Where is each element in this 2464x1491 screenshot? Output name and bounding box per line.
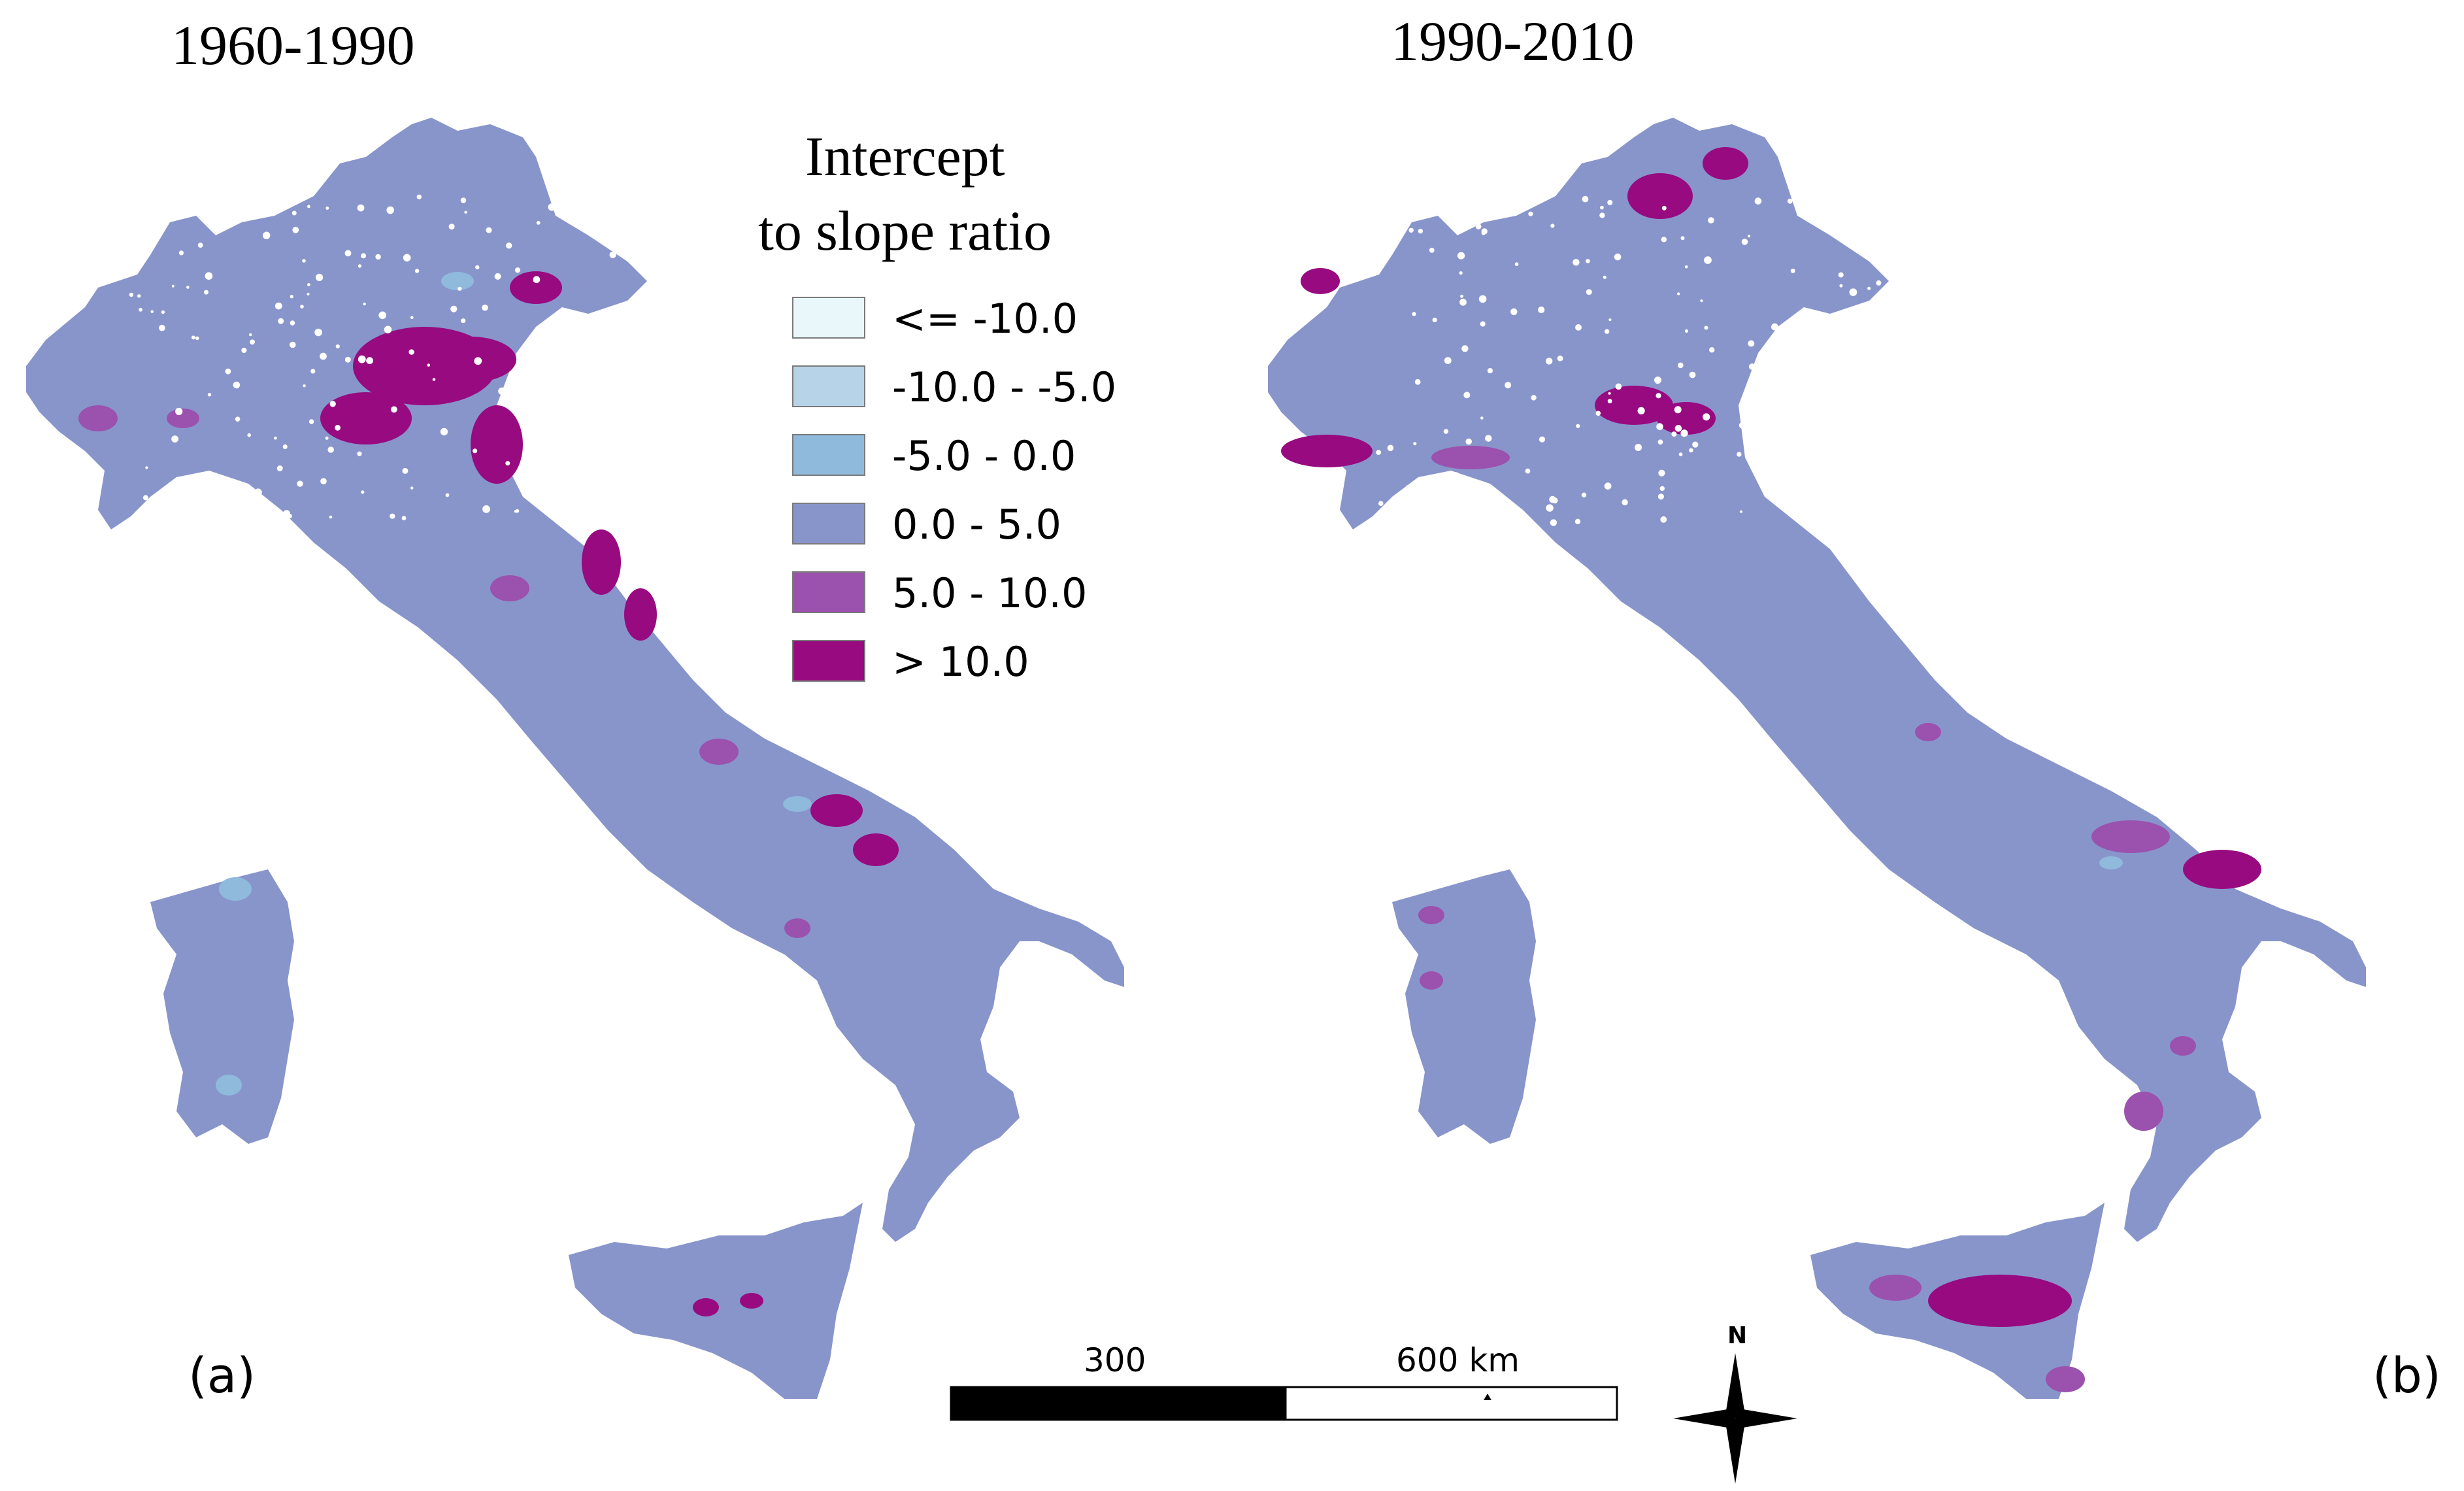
scale-bar-white-segment xyxy=(1284,1386,1618,1421)
legend-label: <= -10.0 xyxy=(892,295,1078,343)
legend-item: <= -10.0 xyxy=(792,295,1078,343)
legend-title-line1: Intercept xyxy=(805,125,1005,188)
scale-bar: 300 600 km xyxy=(950,1341,1618,1421)
legend-swatch xyxy=(792,571,865,613)
legend-label: 0.0 - 5.0 xyxy=(892,501,1061,548)
legend-item: 0.0 - 5.0 xyxy=(792,501,1061,548)
hotspots-b xyxy=(1281,147,2261,1392)
legend-swatch xyxy=(792,503,865,544)
sardinia-b xyxy=(1392,869,1536,1144)
legend-swatch xyxy=(792,640,865,682)
scale-bar-mid-label: 300 xyxy=(1084,1341,1146,1379)
legend-label: -10.0 - -5.0 xyxy=(892,363,1116,411)
sardinia-a xyxy=(150,869,294,1144)
map-panel-1990-2010 xyxy=(1268,118,2366,1399)
legend-label: -5.0 - 0.0 xyxy=(892,432,1076,480)
panel-tag-b: (b) xyxy=(2372,1348,2441,1404)
sicily-a xyxy=(569,1203,863,1399)
legend-label: > 10.0 xyxy=(892,638,1029,686)
legend-swatch xyxy=(792,365,865,407)
legend-item: -10.0 - -5.0 xyxy=(792,363,1116,411)
north-arrow-icon: N xyxy=(1673,1322,1797,1484)
hotspots-a xyxy=(78,271,899,1316)
period-title-b: 1990-2010 xyxy=(1391,10,1635,73)
missing-data-specks xyxy=(1376,195,1957,526)
legend: Intercept to slope ratio <= -10.0 -10.0 -… xyxy=(758,125,1116,686)
map-panel-1960-1990 xyxy=(26,118,1124,1399)
panel-tag-a: (a) xyxy=(188,1348,256,1404)
legend-label: 5.0 - 10.0 xyxy=(892,569,1087,617)
missing-data-specks xyxy=(129,194,710,525)
legend-swatch xyxy=(792,297,865,339)
period-title-a: 1960-1990 xyxy=(171,14,415,76)
scale-bar-end-label: 600 km xyxy=(1396,1341,1520,1379)
legend-swatch xyxy=(792,434,865,476)
north-arrow-label: N xyxy=(1727,1322,1747,1349)
legend-title-line2: to slope ratio xyxy=(758,199,1052,262)
legend-item: -5.0 - 0.0 xyxy=(792,432,1076,480)
legend-item: 5.0 - 10.0 xyxy=(792,569,1087,617)
legend-item: > 10.0 xyxy=(792,638,1029,686)
scale-bar-black-segment xyxy=(951,1387,1286,1420)
